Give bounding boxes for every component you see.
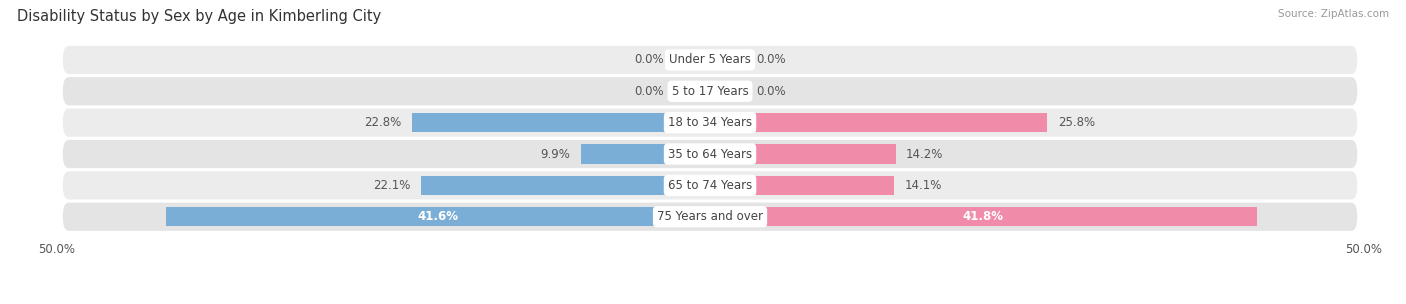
Text: 65 to 74 Years: 65 to 74 Years [668, 179, 752, 192]
FancyBboxPatch shape [63, 109, 1357, 137]
Bar [710, 113, 1047, 132]
Text: 0.0%: 0.0% [634, 85, 664, 98]
Text: 75 Years and over: 75 Years and over [657, 210, 763, 223]
Text: 41.6%: 41.6% [418, 210, 458, 223]
Text: 14.2%: 14.2% [905, 147, 943, 161]
Text: 18 to 34 Years: 18 to 34 Years [668, 116, 752, 129]
Text: 35 to 64 Years: 35 to 64 Years [668, 147, 752, 161]
Text: Source: ZipAtlas.com: Source: ZipAtlas.com [1278, 9, 1389, 19]
Text: 22.1%: 22.1% [373, 179, 411, 192]
Text: Under 5 Years: Under 5 Years [669, 54, 751, 66]
FancyBboxPatch shape [63, 203, 1357, 231]
Text: 9.9%: 9.9% [540, 147, 569, 161]
Text: 25.8%: 25.8% [1057, 116, 1095, 129]
Bar [678, 50, 710, 70]
Bar [710, 144, 896, 164]
Bar [678, 81, 710, 101]
FancyBboxPatch shape [63, 140, 1357, 168]
Text: 14.1%: 14.1% [905, 179, 942, 192]
Text: 0.0%: 0.0% [756, 85, 786, 98]
Text: 41.8%: 41.8% [963, 210, 1004, 223]
Text: 5 to 17 Years: 5 to 17 Years [672, 85, 748, 98]
Bar [420, 176, 710, 195]
Bar [710, 50, 742, 70]
Bar [710, 176, 894, 195]
Text: Disability Status by Sex by Age in Kimberling City: Disability Status by Sex by Age in Kimbe… [17, 9, 381, 24]
FancyBboxPatch shape [63, 77, 1357, 105]
FancyBboxPatch shape [63, 171, 1357, 199]
Text: 0.0%: 0.0% [756, 54, 786, 66]
Bar [581, 144, 710, 164]
FancyBboxPatch shape [63, 46, 1357, 74]
Text: 22.8%: 22.8% [364, 116, 402, 129]
Bar [710, 81, 742, 101]
Bar [412, 113, 710, 132]
Text: 0.0%: 0.0% [634, 54, 664, 66]
Bar [710, 207, 1257, 226]
Bar [166, 207, 710, 226]
